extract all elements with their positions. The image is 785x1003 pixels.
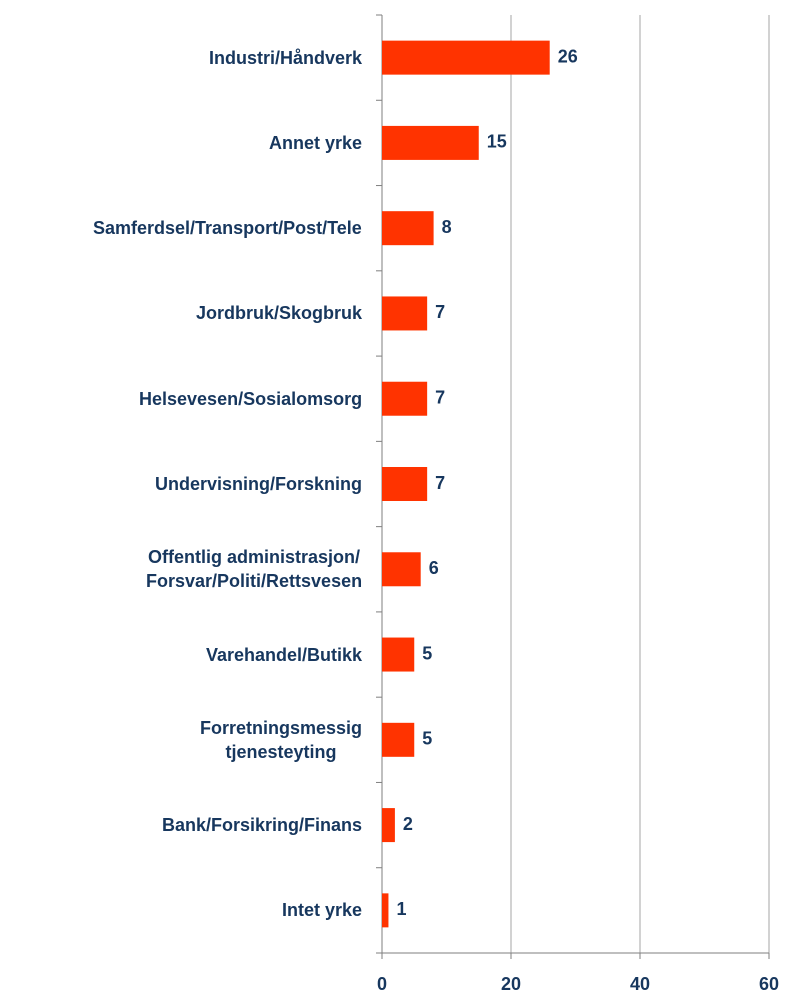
value-label: 7 (435, 302, 445, 322)
bar (382, 893, 389, 928)
y-tick-label: Annet yrke (269, 132, 363, 153)
value-label: 6 (429, 558, 439, 578)
y-tick-label: Intet yrke (282, 900, 363, 921)
value-label: 5 (422, 643, 432, 663)
bar (382, 211, 434, 246)
y-tick-label: Samferdsel/Transport/Post/Tele (93, 218, 362, 239)
value-label: 26 (558, 46, 578, 66)
bar (382, 467, 428, 501)
bar (382, 722, 415, 757)
bar (382, 40, 550, 75)
y-tick-label: Offentlig administrasjon/ Forsvar/Politi… (146, 547, 363, 592)
x-tick-label: 20 (501, 974, 521, 994)
value-label: 2 (403, 814, 413, 834)
y-tick-label: Bank/Forsikring/Finans (162, 815, 363, 836)
y-tick-label: Undervisning/Forskning (155, 474, 363, 494)
x-tick-label: 0 (377, 974, 387, 994)
bar (382, 552, 421, 587)
value-label: 7 (435, 473, 445, 493)
x-tick-label: 60 (759, 974, 779, 994)
y-tick-label: Helsevesen/Sosialomsorg (139, 388, 363, 409)
value-label: 8 (442, 217, 452, 237)
value-label: 15 (487, 132, 507, 152)
bar (382, 125, 479, 160)
bar (382, 808, 395, 843)
bar (382, 296, 428, 331)
x-tick-label: 40 (630, 974, 650, 994)
y-tick-label: Industri/Håndverk (209, 47, 363, 68)
value-label: 5 (422, 729, 432, 749)
value-label: 1 (396, 899, 406, 919)
y-tick-label: Forretningsmessig tjenesteyting (200, 717, 363, 762)
bar (382, 637, 415, 672)
bar (382, 381, 428, 416)
y-tick-label: Jordbruk/Skogbruk (196, 303, 363, 324)
y-tick-label: Varehandel/Butikk (206, 644, 363, 665)
value-label: 7 (435, 387, 445, 407)
